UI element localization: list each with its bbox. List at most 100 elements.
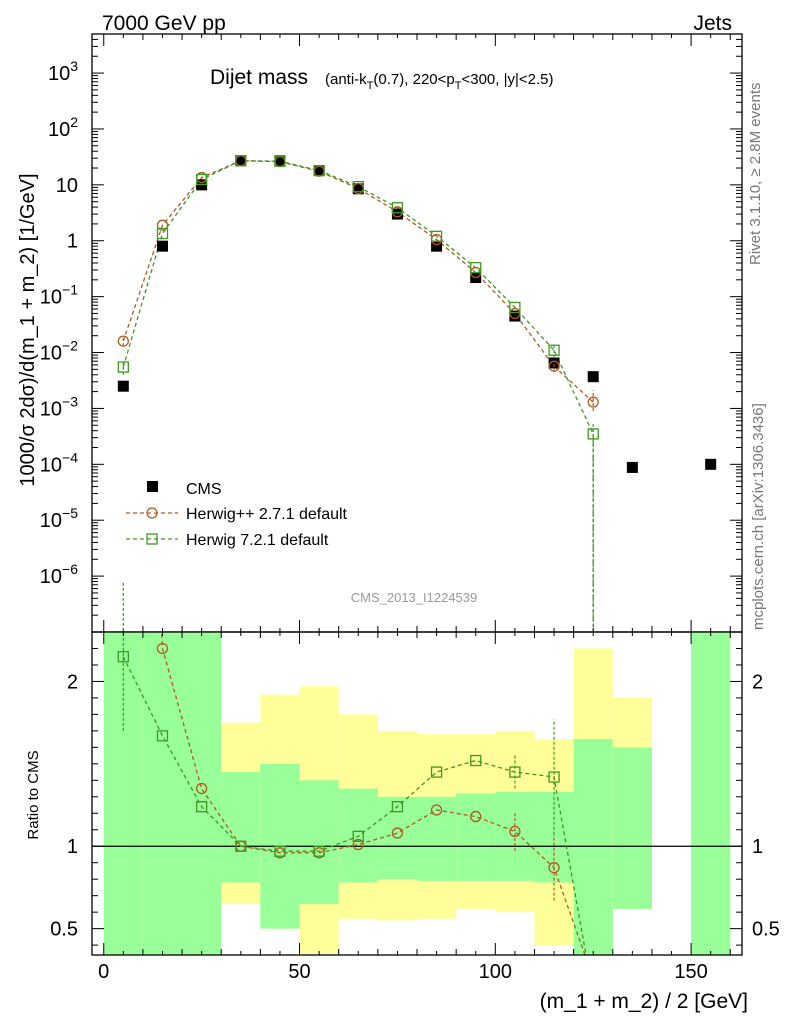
herwig7-point [470, 262, 482, 274]
herwigpp-ratio-point [195, 782, 208, 795]
cms-data-point [391, 208, 403, 220]
herwigpp-point [430, 233, 443, 246]
herwigpp-point [509, 307, 521, 320]
herwigpp-point [548, 360, 560, 372]
herwig7-ratio-point [195, 801, 208, 813]
ratio-y-tick-label: 1 [67, 836, 78, 858]
legend-cms-label: CMS [186, 481, 222, 498]
x-tick-label: 150 [674, 961, 707, 983]
ratio-stat-band [142, 632, 183, 955]
rivet-version-label: Rivet 3.1.10, ≥ 2.8M events [747, 83, 764, 266]
ratio-y-axis-label: Ratio to CMS [25, 750, 42, 839]
herwigpp-ratio-point [509, 825, 521, 838]
cms-data-point [117, 380, 129, 392]
cms-data-point [705, 458, 717, 470]
herwigpp-ratio-point [548, 862, 560, 874]
herwig7-point [313, 164, 325, 177]
ratio-stat-band [299, 780, 339, 904]
cms-data-point [235, 155, 247, 167]
ratio-axes: 0.5 0.5 1 1 2 2 0 50 100 150 [50, 631, 780, 983]
herwig7-ratio-point [509, 766, 521, 778]
cms-data-point [352, 183, 364, 195]
herwig7-point [391, 202, 404, 214]
main-y-tick-label: 103 [48, 58, 78, 85]
x-axis-label: (m_1 + m_2) / 2 [GeV] [540, 990, 748, 1013]
herwig7-ratio-point [391, 801, 404, 813]
herwig7-point [117, 361, 129, 373]
herwigpp-ratio-point [156, 642, 169, 655]
ratio-stat-band [612, 747, 652, 909]
herwigpp-point [156, 219, 169, 231]
main-axes: 10−6 10−5 10−4 10−3 10−2 10−1 1 10 102 103 [40, 33, 743, 633]
herwigpp-ratio-point [470, 810, 482, 823]
legend-cms-marker [147, 481, 158, 492]
herwigpp-main-line [122, 160, 594, 403]
header-jets-label: Jets [693, 12, 732, 35]
ratio-y-tick-label: 0.5 [50, 919, 78, 941]
main-y-tick-label: 1 [67, 231, 78, 253]
herwig7-ratio-point [430, 766, 443, 778]
ratio-plot-series [117, 582, 587, 955]
main-y-tick-label: 102 [48, 114, 78, 141]
legend: CMS Herwig++ 2.7.1 default Herwig 7.2.1 … [126, 481, 348, 549]
herwig7-ratio-point [235, 840, 247, 852]
header-energy-label: 7000 GeV pp [102, 12, 226, 35]
main-y-tick-label: 10−5 [40, 505, 78, 532]
ratio-y-tick-label-right: 2 [752, 671, 763, 693]
main-y-tick-label: 10 [56, 175, 78, 197]
herwigpp-point [587, 396, 599, 408]
legend-herwig7-marker [146, 533, 158, 545]
legend-herwigpp-marker [146, 507, 158, 519]
herwigpp-ratio-point [430, 804, 443, 816]
herwig7-ratio-point [117, 651, 129, 663]
main-y-tick-label: 10−6 [40, 561, 78, 588]
main-y-tick-label: 10−1 [40, 282, 78, 309]
herwig7-ratio-series [117, 582, 587, 955]
main-title-detail: (anti-kT(0.7), 220<pT<300, |y|<2.5) [325, 71, 554, 92]
herwig7-point [587, 428, 599, 440]
main-y-tick-label: 10−3 [40, 393, 78, 420]
herwig7-point [352, 180, 364, 193]
legend-herwig7-label: Herwig 7.2.1 default [186, 532, 329, 549]
ratio-stat-band [691, 632, 731, 955]
herwig7-ratio-point [548, 771, 560, 783]
legend-herwigpp-label: Herwig++ 2.7.1 default [186, 506, 348, 523]
analysis-watermark: CMS_2013_I1224539 [351, 590, 478, 605]
herwig7-ratio-point [313, 845, 325, 857]
main-y-tick-label: 10−2 [40, 338, 78, 365]
x-tick-label: 50 [288, 961, 310, 983]
herwig7-point [509, 301, 521, 314]
herwigpp-point [117, 335, 129, 347]
cms-data-point [156, 240, 168, 252]
cms-data-point [548, 357, 560, 369]
ratio-stat-band [456, 793, 496, 881]
herwig7-ratio-point [352, 830, 364, 842]
main-y-axis-label: 1000/σ 2dσ)/d(m_1 + m_2) [1/GeV] [17, 173, 39, 486]
main-title: Dijet mass [210, 66, 308, 89]
herwig7-point [195, 173, 208, 186]
cms-data-point [431, 240, 443, 252]
herwigpp-ratio-point [391, 827, 404, 839]
ratio-y-tick-label-right: 1 [752, 836, 763, 858]
herwig7-ratio-point [156, 730, 169, 742]
herwig7-point [274, 155, 286, 167]
herwigpp-ratio-point [352, 838, 364, 851]
herwig7-ratio-point [470, 754, 482, 767]
ratio-panel-bands [92, 632, 742, 955]
x-tick-label: 100 [479, 961, 512, 983]
herwigpp-point [274, 156, 286, 168]
main-y-tick-label: 10−4 [40, 449, 78, 476]
cms-data-point [509, 310, 521, 322]
herwig7-point [548, 344, 560, 356]
cms-data-point [274, 155, 286, 167]
ratio-stat-band [573, 739, 613, 955]
cms-data-point [626, 461, 638, 473]
herwig7-point [235, 155, 247, 167]
cms-data-point [587, 371, 599, 383]
herwig7-point [430, 230, 443, 242]
ratio-stat-band [221, 772, 261, 883]
herwig7-point [156, 227, 169, 240]
x-tick-label: 0 [98, 961, 109, 983]
ratio-y-tick-label: 2 [67, 671, 78, 693]
